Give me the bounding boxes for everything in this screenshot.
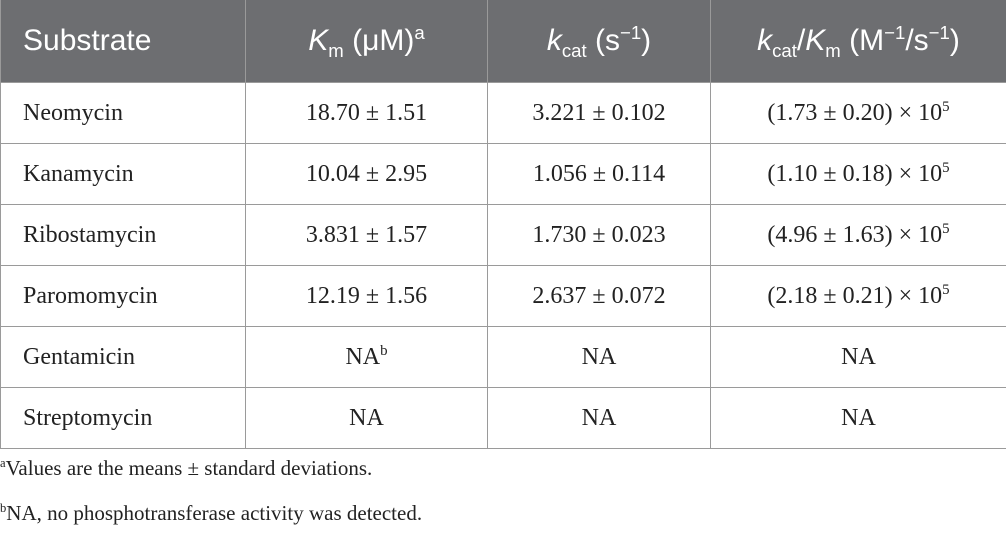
cell-text: 10.04 ± 2.95 bbox=[305, 160, 428, 187]
value-cell: (1.73 ± 0.20) × 105 bbox=[710, 82, 1006, 144]
cell-superscript: 5 bbox=[942, 159, 950, 176]
cell-text: 3.221 ± 0.102 bbox=[532, 99, 666, 126]
cell-text: 3.831 ± 1.57 bbox=[305, 221, 428, 248]
table-row: Neomycin 18.70 ± 1.51 3.221 ± 0.102 (1.73 ±… bbox=[0, 82, 1006, 144]
header-superscript: −1 bbox=[884, 22, 906, 43]
header-superscript: −1 bbox=[928, 22, 950, 43]
header-text: (μM) bbox=[343, 24, 415, 57]
footnote-text: Values are the means ± standard deviatio… bbox=[5, 456, 373, 480]
header-subscript: cat bbox=[772, 40, 797, 61]
cell-text: (4.96 ± 1.63) × 10 bbox=[767, 221, 943, 248]
value-cell: 1.056 ± 0.114 bbox=[487, 143, 711, 205]
table-body: Neomycin 18.70 ± 1.51 3.221 ± 0.102 (1.73 ±… bbox=[0, 82, 1006, 449]
header-cell: Km (μM)a bbox=[245, 0, 488, 83]
value-cell: NA bbox=[245, 387, 488, 449]
table-row: Kanamycin 10.04 ± 2.95 1.056 ± 0.114 (1.10 … bbox=[0, 143, 1006, 205]
header-cell: kcat/Km (M−1/s−1) bbox=[710, 0, 1006, 83]
substrate-cell: Neomycin bbox=[0, 82, 246, 144]
header-cell: Substrate bbox=[0, 0, 246, 83]
header-subscript: m bbox=[328, 40, 344, 61]
header-subscript: m bbox=[825, 40, 841, 61]
substrate-cell: Kanamycin bbox=[0, 143, 246, 205]
value-cell: NA bbox=[487, 387, 711, 449]
header-text: k bbox=[546, 24, 562, 57]
header-text: (M bbox=[840, 24, 885, 57]
footnote-marker: a bbox=[414, 22, 425, 43]
header-superscript: −1 bbox=[619, 22, 642, 43]
cell-text: 18.70 ± 1.51 bbox=[305, 99, 428, 126]
value-cell: 10.04 ± 2.95 bbox=[245, 143, 488, 205]
cell-text: Neomycin bbox=[23, 99, 123, 126]
cell-text: Ribostamycin bbox=[23, 221, 157, 248]
value-cell: (1.10 ± 0.18) × 105 bbox=[710, 143, 1006, 205]
value-cell: NA bbox=[487, 326, 711, 388]
table-row: Gentamicin NAb NA NA bbox=[0, 326, 1006, 388]
cell-superscript: 5 bbox=[942, 220, 950, 237]
header-text: /s bbox=[905, 24, 929, 57]
header-subscript: cat bbox=[561, 40, 587, 61]
data-table: Substrate Km (μM)a kcat (s−1) kcat/Km (M… bbox=[0, 0, 1006, 449]
substrate-cell: Ribostamycin bbox=[0, 204, 246, 266]
header-text: ) bbox=[641, 24, 652, 57]
footnote-marker: b bbox=[0, 501, 7, 515]
value-cell: (2.18 ± 0.21) × 105 bbox=[710, 265, 1006, 327]
cell-text: 12.19 ± 1.56 bbox=[305, 282, 428, 309]
cell-text: Streptomycin bbox=[23, 404, 153, 431]
cell-text: NA bbox=[581, 343, 617, 370]
cell-text: NA bbox=[841, 343, 876, 370]
value-cell: NA bbox=[710, 387, 1006, 449]
value-cell: 3.221 ± 0.102 bbox=[487, 82, 711, 144]
cell-superscript: b bbox=[380, 342, 388, 359]
value-cell: (4.96 ± 1.63) × 105 bbox=[710, 204, 1006, 266]
table-row: Streptomycin NA NA NA bbox=[0, 387, 1006, 449]
footnote: aValues are the means ± standard deviati… bbox=[0, 456, 372, 481]
substrate-cell: Streptomycin bbox=[0, 387, 246, 449]
cell-superscript: 5 bbox=[942, 281, 950, 298]
value-cell: 2.637 ± 0.072 bbox=[487, 265, 711, 327]
header-text: k bbox=[757, 24, 773, 57]
cell-text: 1.056 ± 0.114 bbox=[532, 160, 666, 187]
header-text: Substrate bbox=[23, 24, 152, 57]
table-row: Paromomycin 12.19 ± 1.56 2.637 ± 0.072 (2.1… bbox=[0, 265, 1006, 327]
cell-text: 2.637 ± 0.072 bbox=[532, 282, 666, 309]
cell-text: NA bbox=[581, 404, 617, 431]
cell-text: Paromomycin bbox=[23, 282, 158, 309]
substrate-cell: Paromomycin bbox=[0, 265, 246, 327]
footnote-marker: a bbox=[0, 456, 6, 470]
header-text: (s bbox=[586, 24, 620, 57]
value-cell: 3.831 ± 1.57 bbox=[245, 204, 488, 266]
header-text: K bbox=[308, 24, 329, 57]
cell-superscript: 5 bbox=[942, 98, 950, 115]
cell-text: NA bbox=[841, 404, 876, 431]
cell-text: NA bbox=[345, 343, 381, 370]
value-cell: 12.19 ± 1.56 bbox=[245, 265, 488, 327]
table-row: Ribostamycin 3.831 ± 1.57 1.730 ± 0.023 (4.… bbox=[0, 204, 1006, 266]
header-text: K bbox=[805, 24, 826, 57]
value-cell: NA bbox=[710, 326, 1006, 388]
cell-text: Gentamicin bbox=[23, 343, 135, 370]
header-text: / bbox=[796, 24, 806, 57]
cell-text: 1.730 ± 0.023 bbox=[532, 221, 666, 248]
value-cell: 1.730 ± 0.023 bbox=[487, 204, 711, 266]
value-cell: 18.70 ± 1.51 bbox=[245, 82, 488, 144]
header-text: ) bbox=[949, 24, 960, 57]
header-cell: kcat (s−1) bbox=[487, 0, 711, 83]
substrate-cell: Gentamicin bbox=[0, 326, 246, 388]
header-row: Substrate Km (μM)a kcat (s−1) kcat/Km (M… bbox=[0, 0, 1006, 83]
footnote-text: NA, no phosphotransferase activity was d… bbox=[6, 501, 423, 525]
footnote: bNA, no phosphotransferase activity was … bbox=[0, 501, 422, 526]
cell-text: NA bbox=[349, 404, 384, 431]
cell-text: Kanamycin bbox=[23, 160, 134, 187]
value-cell: NAb bbox=[245, 326, 488, 388]
cell-text: (1.73 ± 0.20) × 10 bbox=[767, 99, 943, 126]
cell-text: (1.10 ± 0.18) × 10 bbox=[767, 160, 943, 187]
cell-text: (2.18 ± 0.21) × 10 bbox=[767, 282, 943, 309]
